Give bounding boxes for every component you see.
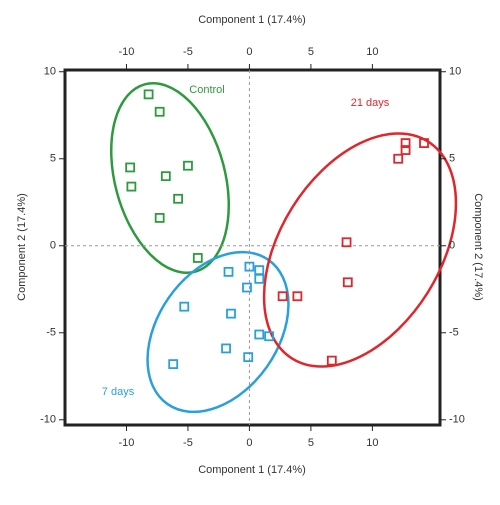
x-tick-label: 0 bbox=[246, 437, 252, 449]
point bbox=[168, 359, 179, 369]
y-tick-label: 5 bbox=[50, 153, 56, 165]
point bbox=[254, 273, 265, 284]
x-tick-label: 5 bbox=[308, 437, 314, 449]
point bbox=[221, 343, 231, 354]
point bbox=[254, 329, 265, 340]
point bbox=[226, 308, 236, 319]
point bbox=[173, 193, 184, 204]
y-tick-label: 10 bbox=[44, 66, 56, 78]
point bbox=[223, 266, 234, 277]
point bbox=[419, 138, 429, 148]
point bbox=[264, 331, 274, 342]
point bbox=[192, 253, 203, 263]
y-axis-label-right: Component 2 (17.4%) bbox=[472, 193, 484, 301]
point bbox=[125, 162, 136, 173]
point bbox=[143, 89, 154, 100]
point bbox=[326, 355, 337, 366]
group-ellipse bbox=[146, 250, 290, 414]
point bbox=[243, 352, 254, 363]
point bbox=[254, 265, 265, 276]
plot-frame bbox=[63, 68, 442, 427]
point bbox=[183, 160, 193, 171]
point bbox=[126, 181, 137, 192]
point bbox=[244, 261, 255, 272]
x-tick-label-top: 5 bbox=[308, 46, 314, 58]
point bbox=[393, 153, 404, 164]
x-tick-label: 10 bbox=[366, 437, 378, 449]
y-tick-label: -10 bbox=[40, 414, 56, 426]
point bbox=[341, 237, 352, 248]
point bbox=[242, 282, 252, 293]
x-tick-label: -5 bbox=[183, 437, 193, 449]
group-label: 21 days bbox=[351, 97, 390, 109]
group-ellipse bbox=[109, 81, 231, 275]
x-tick-label: -10 bbox=[119, 437, 135, 449]
y-tick-label: 0 bbox=[50, 240, 56, 252]
point bbox=[292, 291, 303, 302]
y-tick-label-right: 10 bbox=[449, 66, 461, 78]
point bbox=[154, 106, 165, 117]
y-tick-label: -5 bbox=[46, 327, 56, 339]
x-tick-label-top: -10 bbox=[119, 46, 135, 58]
point bbox=[400, 145, 411, 155]
y-tick-label-right: 5 bbox=[449, 153, 455, 165]
y-axis-label: Component 2 (17.4%) bbox=[16, 193, 28, 301]
x-tick-label-top: -5 bbox=[183, 46, 193, 58]
x-axis-label: Component 1 (17.4%) bbox=[198, 464, 306, 476]
point bbox=[342, 277, 353, 288]
x-tick-label-top: 0 bbox=[246, 46, 252, 58]
point bbox=[277, 291, 288, 302]
group-label: Control bbox=[189, 84, 224, 96]
y-tick-label-right: -10 bbox=[449, 414, 465, 426]
point bbox=[179, 301, 190, 312]
y-tick-label-right: -5 bbox=[449, 327, 459, 339]
y-tick-label-right: 0 bbox=[449, 240, 455, 252]
point bbox=[154, 213, 165, 223]
point bbox=[160, 171, 171, 182]
x-axis-label-top: Component 1 (17.4%) bbox=[198, 14, 306, 26]
x-tick-label-top: 10 bbox=[366, 46, 378, 58]
point bbox=[400, 138, 411, 148]
group-label: 7 days bbox=[102, 386, 135, 398]
